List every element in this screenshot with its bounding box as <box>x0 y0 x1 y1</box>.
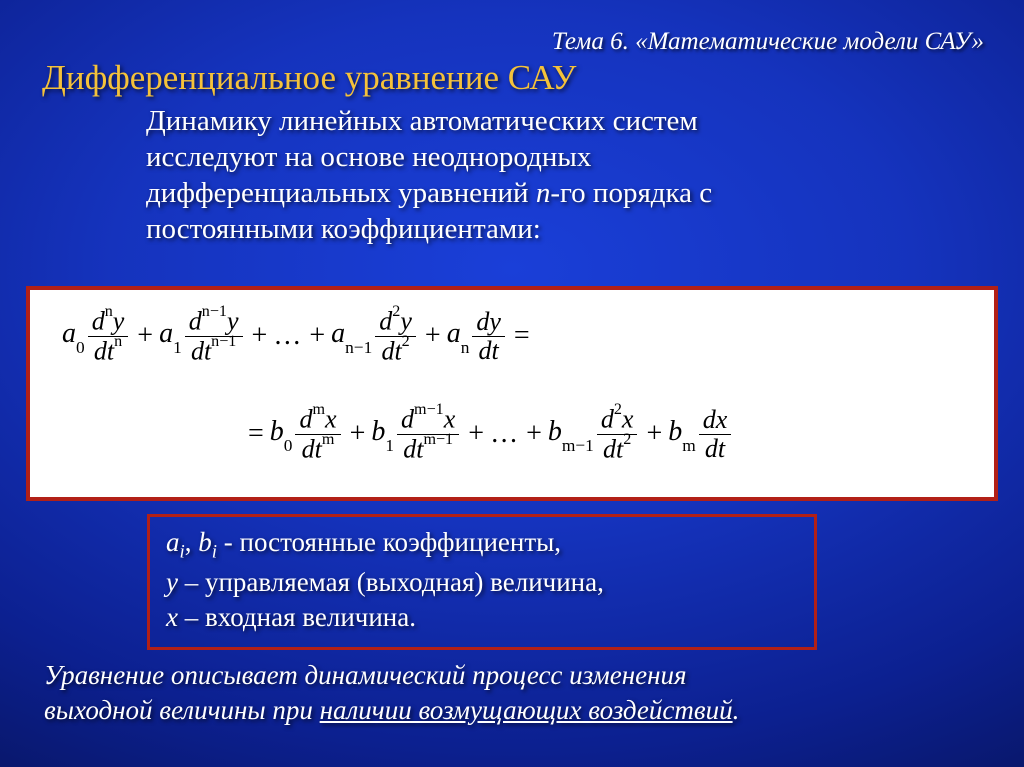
footnote-line-2c: . <box>733 695 740 725</box>
legend-line-2: у – управляемая (выходная) величина, <box>166 565 798 600</box>
legend-box: ai, bi - постоянные коэффициенты, у – уп… <box>147 514 817 650</box>
intro-line-2: исследуют на основе неоднородных <box>146 141 591 173</box>
intro-line-3c: -го порядка с <box>550 177 712 209</box>
intro-text: Динамику линейных автоматических систем … <box>146 104 954 248</box>
equation-line-1: a0 dny dtn + a1 dn−1y dtn−1 + … + an−1 d… <box>60 308 534 364</box>
intro-line-3a: дифференциальных уравнений <box>146 177 536 209</box>
legend-line-1: ai, bi - постоянные коэффициенты, <box>166 525 798 565</box>
intro-n: n <box>536 177 551 209</box>
legend-line-3: х – входная величина. <box>166 600 798 635</box>
intro-line-4: постоянными коэффициентами: <box>146 213 541 245</box>
slide-title: Дифференциальное уравнение САУ <box>42 58 576 98</box>
footnote-line-2a: выходной величины при <box>44 695 320 725</box>
footnote-underline: наличии возмущающих воздействий <box>320 695 733 725</box>
footnote-line-1: Уравнение описывает динамический процесс… <box>44 660 687 690</box>
topic-label: Тема 6. «Математические модели САУ» <box>552 28 984 56</box>
intro-line-1: Динамику линейных автоматических систем <box>146 105 698 137</box>
footnote-text: Уравнение описывает динамический процесс… <box>44 658 984 727</box>
equation-box: a0 dny dtn + a1 dn−1y dtn−1 + … + an−1 d… <box>26 286 998 501</box>
equation-line-2: = b0 dmx dtm + b1 dm−1x dtm−1 + … + bm−1… <box>244 406 736 462</box>
